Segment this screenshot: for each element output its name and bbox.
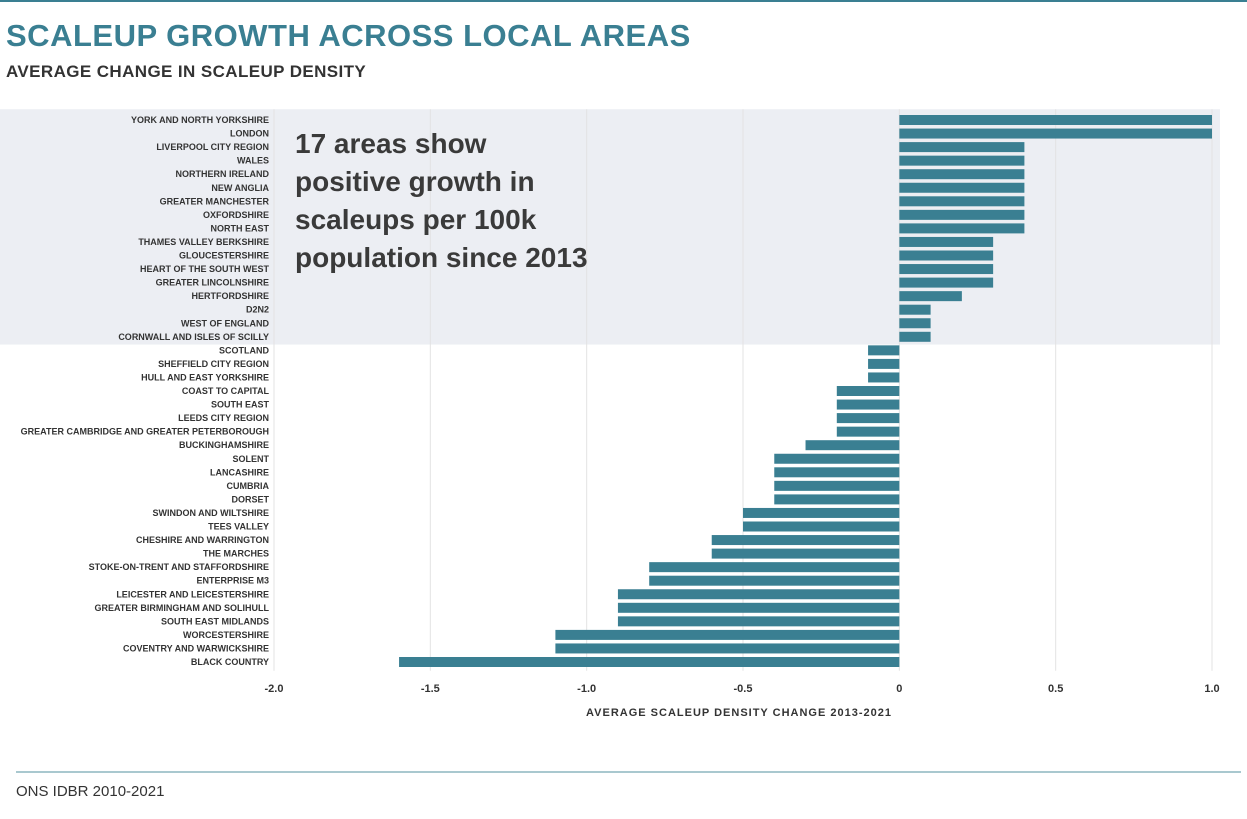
category-label: HERTFORDSHIRE bbox=[191, 291, 269, 301]
category-label: HULL AND EAST YORKSHIRE bbox=[141, 372, 269, 382]
category-label: D2N2 bbox=[246, 305, 269, 315]
category-label: NEW ANGLIA bbox=[211, 183, 269, 193]
category-label: GREATER CAMBRIDGE AND GREATER PETERBOROU… bbox=[21, 427, 269, 437]
category-label: SOLENT bbox=[232, 454, 269, 464]
x-axis-label: AVERAGE SCALEUP DENSITY CHANGE 2013-2021 bbox=[586, 707, 892, 719]
category-label: OXFORDSHIRE bbox=[203, 210, 269, 220]
bar bbox=[899, 142, 1025, 153]
top-rule bbox=[0, 0, 1247, 2]
category-label: WALES bbox=[237, 156, 269, 166]
bar bbox=[899, 304, 931, 315]
bar bbox=[743, 507, 900, 518]
category-label: SWINDON AND WILTSHIRE bbox=[153, 508, 270, 518]
bar bbox=[899, 223, 1025, 234]
bar bbox=[743, 521, 900, 532]
bar bbox=[399, 657, 900, 667]
bar bbox=[649, 575, 900, 586]
bar bbox=[555, 643, 900, 654]
category-label: WEST OF ENGLAND bbox=[181, 318, 269, 328]
chart-subtitle: AVERAGE CHANGE IN SCALEUP DENSITY bbox=[6, 62, 367, 81]
bar bbox=[899, 115, 1212, 125]
bar bbox=[774, 467, 900, 478]
bar bbox=[555, 629, 900, 640]
category-label: BLACK COUNTRY bbox=[191, 657, 269, 667]
category-label: LANCASHIRE bbox=[210, 467, 269, 477]
category-label: GREATER MANCHESTER bbox=[160, 196, 270, 206]
x-tick-label: -0.5 bbox=[734, 683, 753, 695]
category-label: GREATER LINCOLNSHIRE bbox=[156, 278, 269, 288]
category-label: TEES VALLEY bbox=[208, 522, 269, 532]
annotation-text: 17 areas show positive growth in scaleup… bbox=[295, 128, 588, 273]
x-tick-label: 1.0 bbox=[1204, 683, 1219, 695]
x-tick-label: 0.5 bbox=[1048, 683, 1063, 695]
category-label: WORCESTERSHIRE bbox=[183, 630, 269, 640]
category-label: COVENTRY AND WARWICKSHIRE bbox=[123, 643, 269, 653]
category-label: SCOTLAND bbox=[219, 345, 269, 355]
bar bbox=[805, 440, 900, 451]
category-label: YORK AND NORTH YORKSHIRE bbox=[131, 115, 269, 125]
bar bbox=[836, 399, 900, 410]
category-label: BUCKINGHAMSHIRE bbox=[179, 440, 269, 450]
category-label: LEEDS CITY REGION bbox=[178, 413, 269, 423]
bar bbox=[836, 386, 900, 396]
x-tick-label: -1.0 bbox=[577, 683, 596, 695]
bar-chart: YORK AND NORTH YORKSHIRE LONDON LIVERPOOL … bbox=[0, 109, 1220, 719]
category-label: LIVERPOOL CITY REGION bbox=[156, 142, 269, 152]
bar bbox=[899, 331, 931, 342]
bar bbox=[868, 345, 900, 356]
category-label: SOUTH EAST bbox=[211, 400, 270, 410]
category-label: COAST TO CAPITAL bbox=[182, 386, 270, 396]
category-label: ENTERPRISE M3 bbox=[196, 576, 269, 586]
category-label: GLOUCESTERSHIRE bbox=[179, 251, 269, 261]
category-label: DORSET bbox=[231, 494, 269, 504]
x-tick-label: -2.0 bbox=[265, 683, 284, 695]
bar bbox=[899, 182, 1025, 193]
source-note: ONS IDBR 2010-2021 bbox=[16, 783, 165, 800]
bar bbox=[836, 426, 900, 437]
category-label: CORNWALL AND ISLES OF SCILLY bbox=[118, 332, 269, 342]
bar bbox=[774, 453, 900, 464]
bar bbox=[711, 535, 900, 546]
category-label: LEICESTER AND LEICESTERSHIRE bbox=[116, 589, 269, 599]
bar bbox=[899, 291, 962, 302]
bar bbox=[899, 250, 994, 261]
bar bbox=[899, 236, 994, 247]
bar bbox=[711, 548, 900, 559]
bar bbox=[899, 155, 1025, 166]
category-label: SHEFFIELD CITY REGION bbox=[158, 359, 269, 369]
bottom-rule bbox=[16, 771, 1241, 773]
bar bbox=[899, 264, 994, 275]
bar bbox=[617, 616, 900, 627]
bar bbox=[899, 209, 1025, 220]
bar bbox=[649, 562, 900, 573]
category-label: HEART OF THE SOUTH WEST bbox=[140, 264, 269, 274]
category-label: CUMBRIA bbox=[227, 481, 270, 491]
bar bbox=[617, 602, 900, 613]
category-label: GREATER BIRMINGHAM AND SOLIHULL bbox=[95, 603, 270, 613]
category-label: SOUTH EAST MIDLANDS bbox=[161, 616, 269, 626]
bar bbox=[774, 494, 900, 505]
x-tick-label: -1.5 bbox=[421, 683, 440, 695]
category-label: NORTH EAST bbox=[211, 223, 270, 233]
bar bbox=[899, 196, 1025, 207]
chart-title: SCALEUP GROWTH ACROSS LOCAL AREAS bbox=[6, 18, 691, 53]
bar bbox=[868, 358, 900, 369]
category-label: THAMES VALLEY BERKSHIRE bbox=[138, 237, 269, 247]
bar bbox=[617, 589, 900, 600]
bar bbox=[899, 277, 994, 288]
bar bbox=[899, 128, 1212, 139]
bar bbox=[836, 413, 900, 424]
x-tick-label: 0 bbox=[896, 683, 902, 695]
bar bbox=[899, 318, 931, 329]
category-label: NORTHERN IRELAND bbox=[176, 169, 270, 179]
category-label: LONDON bbox=[230, 129, 269, 139]
category-label: STOKE-ON-TRENT AND STAFFORDSHIRE bbox=[89, 562, 269, 572]
bar bbox=[774, 480, 900, 491]
bar bbox=[899, 169, 1025, 180]
category-label: THE MARCHES bbox=[203, 549, 269, 559]
category-label: CHESHIRE AND WARRINGTON bbox=[136, 535, 269, 545]
bar bbox=[868, 372, 900, 383]
